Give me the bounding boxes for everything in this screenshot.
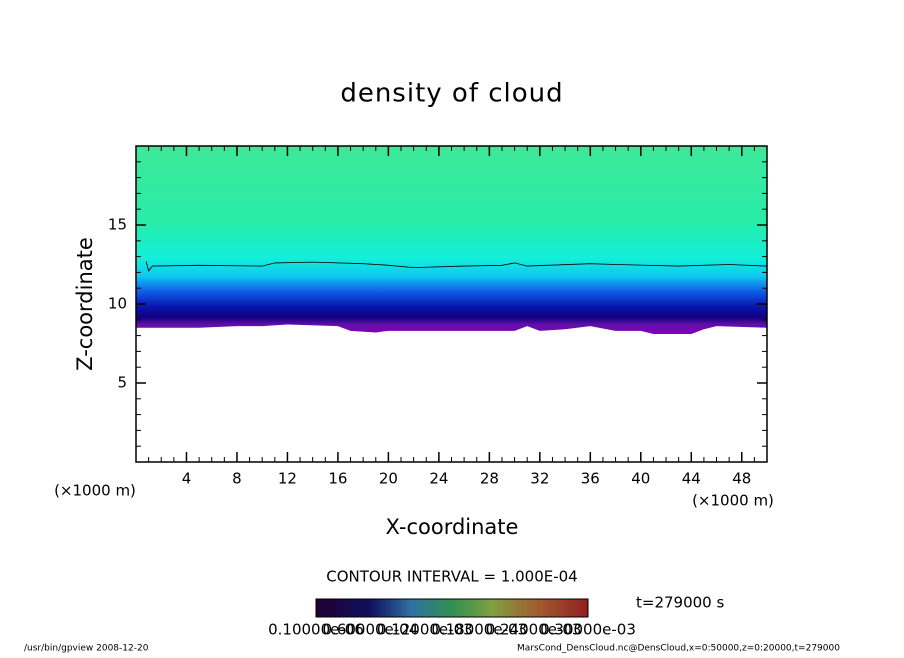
- x-tick-label: 48: [732, 470, 751, 488]
- x-axis-label: X-coordinate: [386, 515, 519, 539]
- x-tick-label: 36: [581, 470, 600, 488]
- cloud-field: [136, 146, 767, 335]
- colorbar-label: 0.12000e-03: [377, 621, 473, 639]
- y-unit: (×1000 m): [54, 482, 136, 500]
- x-tick-label: 8: [232, 470, 242, 488]
- colorbar-label: 0.30000e-03: [540, 621, 636, 639]
- colorbar-label: 0.60000e-04: [323, 621, 419, 639]
- colorbar: [315, 598, 589, 618]
- x-tick-label: 24: [429, 470, 448, 488]
- x-tick-label: 40: [631, 470, 650, 488]
- x-tick-label: 20: [379, 470, 398, 488]
- colorbar-label: 0.10000e-06: [268, 621, 364, 639]
- x-tick-label: 4: [182, 470, 192, 488]
- time-label: t=279000 s: [636, 594, 724, 612]
- x-tick-label: 12: [278, 470, 297, 488]
- footer-right: MarsCond_DensCloud.nc@DensCloud,x=0:5000…: [517, 644, 840, 654]
- y-tick-label: 15: [108, 216, 127, 234]
- x-tick-label: 44: [682, 470, 701, 488]
- x-tick-label: 16: [328, 470, 347, 488]
- y-tick-label: 5: [117, 374, 127, 392]
- contour-line: [145, 261, 768, 272]
- footer-left: /usr/bin/gpview 2008-12-20: [24, 644, 149, 654]
- y-tick-label: 10: [108, 295, 127, 313]
- x-tick-label: 32: [530, 470, 549, 488]
- x-unit: (×1000 m): [692, 492, 774, 510]
- colorbar-label: 0.24000e-03: [486, 621, 582, 639]
- colorbar-label: 0.18000e-03: [431, 621, 527, 639]
- chart-title: density of cloud: [340, 79, 563, 109]
- y-axis-label: Z-coordinate: [73, 237, 97, 371]
- x-tick-label: 28: [480, 470, 499, 488]
- contour-interval: CONTOUR INTERVAL = 1.000E-04: [326, 568, 577, 586]
